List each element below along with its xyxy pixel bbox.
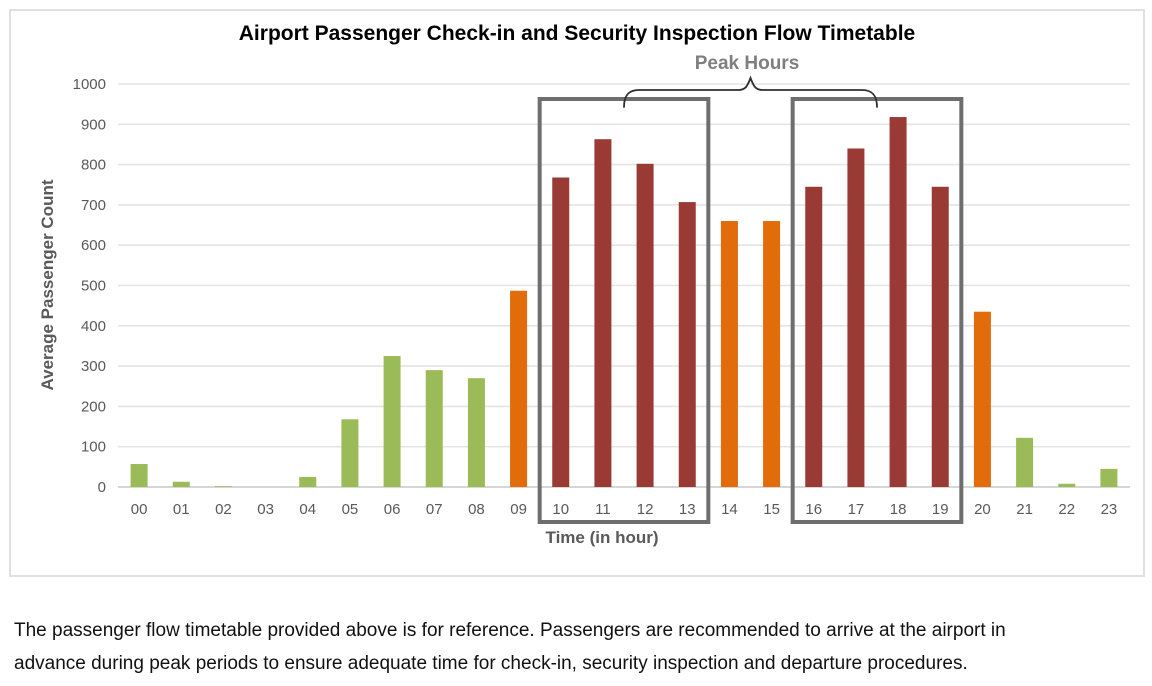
x-tick-label-09: 09	[510, 501, 527, 518]
x-tick-label-02: 02	[215, 501, 232, 518]
x-tick-label-20: 20	[974, 501, 991, 518]
y-tick-label-600: 600	[81, 237, 106, 254]
x-tick-label-00: 00	[131, 501, 148, 518]
y-axis-title: Average Passenger Count	[38, 179, 57, 391]
y-tick-label-700: 700	[81, 197, 106, 214]
x-tick-label-06: 06	[384, 501, 401, 518]
bar-15	[763, 221, 781, 487]
bar-chart-plot: 0 100 200 300 400 500 600 700 800 900 1000 00 01 02 03…	[73, 75, 1130, 524]
peak-box-1	[537, 97, 711, 524]
bar-19	[931, 186, 949, 487]
bar-04	[299, 476, 317, 487]
peak-hours-brace	[623, 75, 878, 108]
bar-14	[720, 221, 738, 487]
bar-17	[847, 148, 865, 488]
bar-18	[889, 117, 907, 488]
y-tick-label-100: 100	[81, 439, 106, 456]
x-axis-title: Time (in hour)	[545, 528, 659, 547]
bar-13	[678, 202, 696, 488]
bar-10	[552, 177, 570, 487]
x-tick-label-21: 21	[1016, 501, 1033, 518]
y-tick-label-200: 200	[81, 398, 106, 415]
x-tick-label-17: 17	[848, 501, 865, 518]
x-tick-label-03: 03	[257, 501, 274, 518]
y-tick-label-800: 800	[81, 157, 106, 174]
x-tick-label-14: 14	[721, 501, 738, 518]
x-tick-label-07: 07	[426, 501, 443, 518]
bar-00	[130, 464, 148, 487]
peak-box-2	[790, 97, 964, 524]
caption: The passenger flow timetable provided ab…	[14, 614, 1144, 680]
bar-07	[425, 370, 443, 487]
x-tick-label-10: 10	[552, 501, 569, 518]
chart-frame: 0 100 200 300 400 500 600 700 800 900 1000 00 01 02 03…	[9, 9, 1145, 577]
bar-16	[805, 186, 823, 487]
x-tick-label-08: 08	[468, 501, 485, 518]
peak-hours-label: Peak Hours	[694, 53, 800, 74]
caption-line-1: The passenger flow timetable provided ab…	[14, 620, 1006, 641]
bar-01	[172, 481, 190, 487]
caption-line-2: advance during peak periods to ensure ad…	[14, 653, 968, 674]
x-tick-label-16: 16	[805, 501, 822, 518]
bar-08	[467, 378, 485, 487]
x-tick-label-22: 22	[1058, 501, 1075, 518]
bar-09	[510, 290, 528, 487]
bar-12	[636, 163, 654, 487]
bar-11	[594, 139, 612, 487]
x-tick-label-11: 11	[595, 501, 611, 518]
y-tick-label-500: 500	[81, 278, 106, 295]
bar-05	[341, 419, 359, 487]
x-tick-label-01: 01	[173, 501, 190, 518]
y-tick-label-400: 400	[81, 318, 106, 335]
x-tick-label-05: 05	[342, 501, 359, 518]
x-tick-label-23: 23	[1101, 501, 1118, 518]
x-tick-label-13: 13	[679, 501, 696, 518]
bar-23	[1100, 468, 1118, 487]
bar-21	[1016, 437, 1034, 487]
x-tick-label-12: 12	[637, 501, 654, 518]
chart-title: Airport Passenger Check-in and Security …	[238, 22, 916, 45]
x-tick-label-15: 15	[763, 501, 780, 518]
y-tick-label-900: 900	[81, 116, 106, 133]
bar-02	[214, 486, 232, 487]
bar-06	[383, 356, 401, 487]
x-tick-label-19: 19	[932, 501, 949, 518]
bar-22	[1058, 483, 1076, 487]
x-tick-label-18: 18	[890, 501, 907, 518]
y-tick-label-0: 0	[98, 479, 106, 496]
x-tick-label-04: 04	[299, 501, 316, 518]
y-tick-label-1000: 1000	[73, 76, 106, 93]
bar-20	[973, 311, 991, 487]
y-tick-label-300: 300	[81, 358, 106, 375]
